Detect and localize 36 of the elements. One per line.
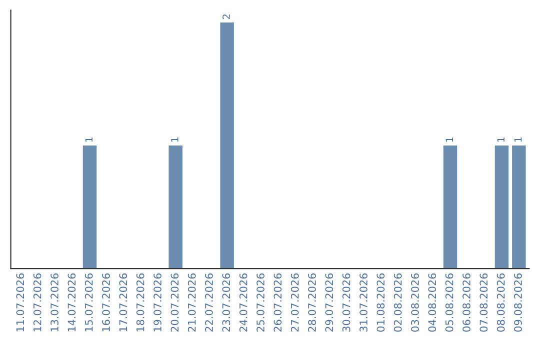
x-tick-label: 30.07.2026: [342, 273, 350, 332]
x-tick-label: 04.08.2026: [428, 273, 436, 332]
x-tick-label: 01.08.2026: [376, 273, 385, 332]
x-tick-label: 17.07.2026: [119, 273, 128, 332]
x-tick-label: 07.08.2026: [480, 273, 488, 332]
x-tick-label: 22.07.2026: [205, 273, 213, 332]
x-tick-label: 25.07.2026: [256, 273, 264, 332]
x-tick-label: 13.07.2026: [50, 273, 58, 332]
x-tick-label: 14.07.2026: [68, 273, 76, 332]
x-tick-label: 18.07.2026: [136, 273, 144, 332]
x-tick-label: 03.08.2026: [411, 273, 419, 332]
x-tick-label: 21.07.2026: [188, 273, 196, 332]
data-label: 1: [171, 137, 178, 142]
x-tick-label: 02.08.2026: [394, 273, 402, 332]
x-tick-label: 05.08.2026: [445, 273, 454, 332]
x-tick-label: 12.07.2026: [33, 273, 42, 332]
x-tick-label: 11.07.2026: [16, 273, 24, 332]
x-tick-label: 26.07.2026: [274, 273, 282, 332]
x-tick-label: 24.07.2026: [239, 273, 248, 332]
x-tick-label: 16.07.2026: [102, 273, 110, 332]
data-label: 1: [514, 137, 522, 142]
x-tick-label: 23.07.2026: [222, 273, 230, 332]
x-tick-label: 15.07.2026: [84, 273, 93, 332]
data-label: 1: [497, 137, 504, 142]
data-label: 2: [222, 14, 230, 20]
x-tick-label: 08.08.2026: [496, 273, 505, 332]
x-tick-label: 19.07.2026: [154, 273, 162, 332]
x-tick-label: 06.08.2026: [462, 273, 470, 332]
x-tick-label: 28.07.2026: [308, 273, 316, 332]
data-label: 1: [446, 137, 453, 142]
x-tick-label: 27.07.2026: [290, 273, 299, 332]
x-tick-label: 29.07.2026: [325, 273, 334, 332]
x-tick-label: 31.07.2026: [360, 273, 368, 332]
x-tick-label: 20.07.2026: [170, 273, 179, 332]
x-tick-label: 09.08.2026: [514, 273, 522, 332]
data-label: 1: [85, 137, 92, 142]
